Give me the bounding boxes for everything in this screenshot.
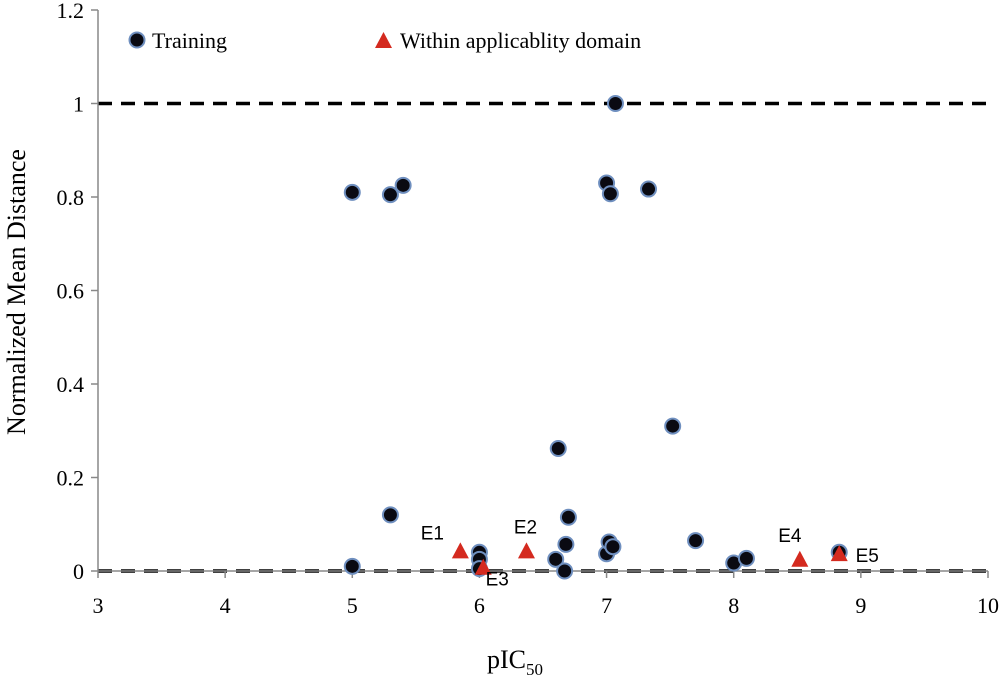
training-point — [604, 538, 622, 556]
point-label: E2 — [514, 517, 537, 538]
y-tick-label: 1.2 — [57, 0, 85, 23]
training-point — [394, 176, 412, 194]
legend-training-marker — [128, 31, 146, 49]
x-tick-label: 4 — [220, 593, 231, 618]
point-label: E4 — [778, 526, 802, 547]
training-point — [549, 440, 567, 458]
training-point — [687, 532, 705, 550]
y-tick-label: 1 — [73, 92, 84, 117]
y-tick-label: 0.8 — [57, 185, 85, 210]
y-tick-label: 0.2 — [57, 466, 85, 491]
training-point — [556, 562, 574, 580]
within-domain-point — [474, 558, 492, 575]
training-point — [343, 557, 361, 575]
x-axis-title-subscript: 50 — [526, 660, 543, 679]
y-tick-label: 0.6 — [57, 279, 85, 304]
x-tick-label: 9 — [855, 593, 866, 618]
training-point — [559, 508, 577, 526]
y-tick-label: 0 — [73, 559, 84, 584]
x-tick-label: 5 — [347, 593, 358, 618]
legend-within-label: Within applicablity domain — [400, 28, 641, 53]
training-point — [381, 186, 399, 204]
axes — [91, 9, 989, 578]
y-tick-label: 0.4 — [57, 372, 85, 397]
point-label: E1 — [421, 523, 444, 544]
training-point — [664, 417, 682, 435]
point-label: E3 — [486, 570, 509, 591]
training-point — [557, 535, 575, 553]
y-axis-title: Normalized Mean Distance — [2, 149, 31, 435]
x-tick-label: 8 — [728, 593, 739, 618]
legend-training-label: Training — [152, 28, 227, 53]
x-tick-label: 6 — [474, 593, 485, 618]
within-domain-point — [791, 550, 809, 567]
point-label: E5 — [856, 546, 879, 567]
training-point — [381, 506, 399, 524]
y-tick-labels: 0 0.2 0.4 0.6 0.8 1 1.2 — [57, 0, 85, 584]
training-point — [606, 95, 624, 112]
training-point — [640, 180, 658, 198]
within-domain-points — [451, 542, 848, 575]
x-tick-labels: 3 4 5 6 7 8 9 10 — [93, 593, 1000, 618]
legend: Training Within applicablity domain — [128, 28, 641, 53]
within-domain-point — [517, 542, 535, 559]
training-point — [737, 549, 755, 567]
within-domain-point — [830, 545, 848, 562]
training-point — [547, 550, 565, 568]
x-axis-title-main: pIC — [487, 645, 526, 674]
training-point — [601, 185, 619, 203]
reference-lines — [98, 101, 988, 573]
x-tick-label: 10 — [977, 593, 999, 618]
x-tick-label: 3 — [93, 593, 104, 618]
point-annotations: E1 E2 E3 E4 E5 — [421, 517, 879, 590]
training-point — [343, 183, 361, 201]
legend-within-marker — [375, 32, 392, 48]
x-tick-label: 7 — [601, 593, 612, 618]
within-domain-point — [451, 542, 469, 559]
training-points — [343, 95, 848, 580]
x-axis-title: pIC50 — [487, 645, 543, 679]
